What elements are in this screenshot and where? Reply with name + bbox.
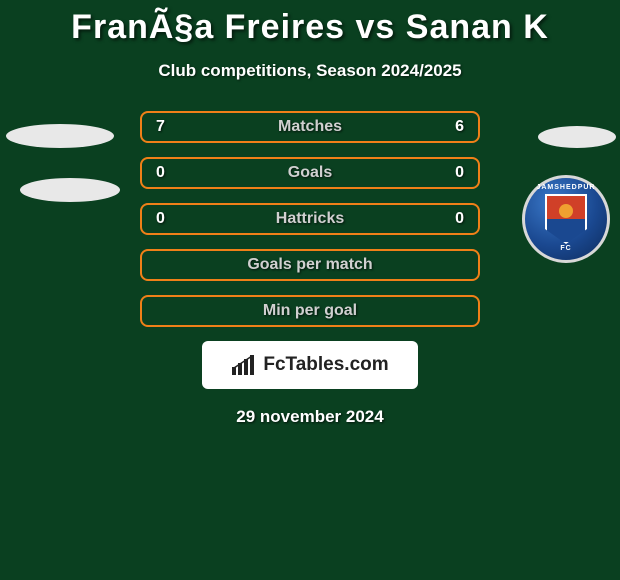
stat-label: Goals	[288, 164, 332, 182]
stat-left-value: 7	[156, 118, 176, 136]
stat-right-value: 6	[444, 118, 464, 136]
stat-left-value: 0	[156, 210, 176, 228]
stat-label: Goals per match	[247, 256, 372, 274]
stat-row-goals-per-match: Goals per match	[140, 249, 480, 281]
badge-top-text: JAMSHEDPUR	[525, 184, 607, 191]
stat-right-value: 0	[444, 164, 464, 182]
player-right-avatar-shadow	[538, 126, 616, 148]
fctables-label: FcTables.com	[263, 354, 388, 376]
stat-row-min-per-goal: Min per goal	[140, 295, 480, 327]
club-badge-jamshedpur: JAMSHEDPUR FC	[522, 175, 610, 263]
chart-bars-icon	[231, 355, 257, 375]
stat-row-goals: 0 Goals 0	[140, 157, 480, 189]
page-subtitle: Club competitions, Season 2024/2025	[0, 61, 620, 81]
stat-label: Min per goal	[263, 302, 357, 320]
page-title: FranÃ§a Freires vs Sanan K	[0, 8, 620, 47]
stat-left-value: 0	[156, 164, 176, 182]
stat-row-hattricks: 0 Hattricks 0	[140, 203, 480, 235]
fctables-link[interactable]: FcTables.com	[202, 341, 418, 389]
snapshot-date: 29 november 2024	[0, 407, 620, 427]
stat-right-value: 0	[444, 210, 464, 228]
badge-bottom-text: FC	[525, 245, 607, 252]
badge-outer-circle: JAMSHEDPUR FC	[522, 175, 610, 263]
stat-label: Matches	[278, 118, 342, 136]
stat-label: Hattricks	[276, 210, 344, 228]
badge-shield	[545, 194, 587, 244]
stat-row-matches: 7 Matches 6	[140, 111, 480, 143]
player-left-avatar-shadow-1	[6, 124, 114, 148]
player-left-avatar-shadow-2	[20, 178, 120, 202]
